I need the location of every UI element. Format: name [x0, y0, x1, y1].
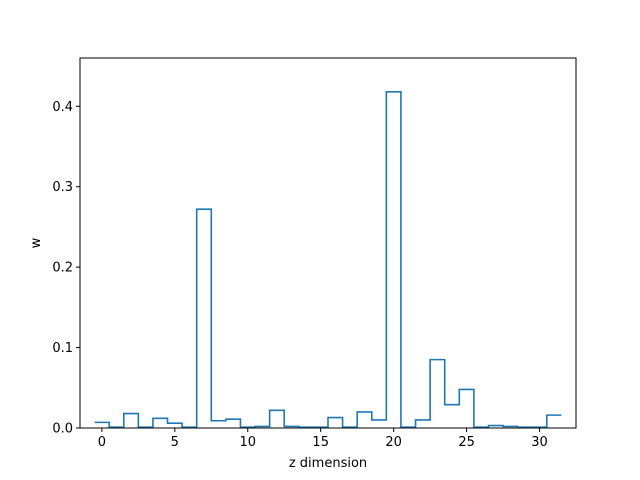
x-tick-label: 30 — [531, 435, 548, 450]
x-tick-label: 5 — [171, 435, 179, 450]
axis-ticks: 0 5 10 15 20 25 30 0.0 0.1 0.2 0.3 0.4 — [52, 100, 547, 450]
y-tick-label: 0.3 — [52, 180, 73, 195]
x-tick-label: 15 — [312, 435, 329, 450]
x-tick-label: 0 — [98, 435, 106, 450]
x-tick-label: 25 — [458, 435, 475, 450]
x-tick-label: 20 — [385, 435, 402, 450]
y-tick-label: 0.0 — [52, 422, 73, 437]
x-axis-label: z dimension — [289, 456, 367, 471]
y-tick-label: 0.2 — [52, 261, 73, 276]
y-tick-label: 0.4 — [52, 100, 73, 115]
y-axis-label: w — [29, 237, 44, 248]
x-tick-label: 10 — [239, 435, 256, 450]
plot-area — [94, 90, 562, 428]
axes-frame — [79, 57, 577, 429]
series-step-line — [94, 90, 562, 428]
y-tick-label: 0.1 — [52, 341, 73, 356]
